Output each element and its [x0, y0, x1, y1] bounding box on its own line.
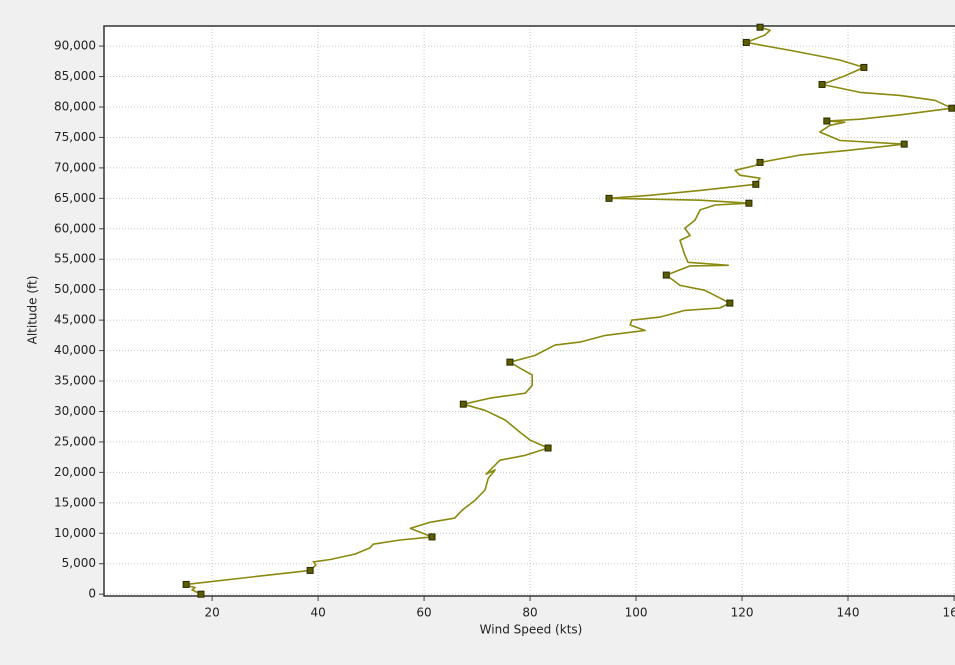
data-marker [823, 117, 831, 125]
y-tick-label: 40,000 [54, 343, 96, 357]
x-tick-label: 160 [943, 606, 955, 620]
y-tick-label: 15,000 [54, 495, 96, 509]
y-tick-label: 20,000 [54, 465, 96, 479]
data-marker [428, 533, 436, 541]
x-tick-label: 120 [731, 606, 754, 620]
data-marker [306, 566, 314, 574]
x-tick-label: 80 [522, 606, 537, 620]
data-marker [860, 63, 868, 71]
data-marker [756, 158, 764, 166]
y-tick-label: 75,000 [54, 130, 96, 144]
x-tick-label: 60 [416, 606, 431, 620]
data-marker [662, 271, 670, 279]
y-tick-label: 80,000 [54, 99, 96, 113]
plot-area [104, 26, 955, 596]
data-marker [506, 358, 514, 366]
y-tick-label: 70,000 [54, 160, 96, 174]
data-marker [900, 140, 908, 148]
x-tick-label: 20 [204, 606, 219, 620]
y-tick-label: 25,000 [54, 434, 96, 448]
y-tick-label: 45,000 [54, 313, 96, 327]
y-tick-label: 60,000 [54, 221, 96, 235]
data-marker [197, 590, 205, 598]
data-marker [756, 23, 764, 31]
y-tick-label: 30,000 [54, 404, 96, 418]
data-marker [605, 194, 613, 202]
y-axis-title: Altitude (ft) [26, 276, 40, 345]
data-marker [745, 199, 753, 207]
data-marker [182, 580, 190, 588]
axis-frame [103, 25, 955, 597]
y-tick-label: 55,000 [54, 252, 96, 266]
x-tick-label: 40 [310, 606, 325, 620]
data-marker [818, 80, 826, 88]
y-tick-label: 10,000 [54, 526, 96, 540]
y-tick-label: 0 [88, 587, 96, 601]
y-tick-label: 90,000 [54, 39, 96, 53]
y-tick-label: 35,000 [54, 374, 96, 388]
y-tick-label: 85,000 [54, 69, 96, 83]
x-axis-title: Wind Speed (kts) [480, 623, 583, 637]
data-marker [948, 104, 955, 112]
y-tick-label: 65,000 [54, 191, 96, 205]
y-tick-label: 5,000 [62, 556, 96, 570]
x-tick-label: 140 [837, 606, 860, 620]
data-marker [726, 299, 734, 307]
x-tick-label: 100 [625, 606, 648, 620]
data-marker [752, 180, 760, 188]
data-marker [544, 444, 552, 452]
data-marker [742, 38, 750, 46]
data-marker [459, 400, 467, 408]
y-tick-label: 50,000 [54, 282, 96, 296]
